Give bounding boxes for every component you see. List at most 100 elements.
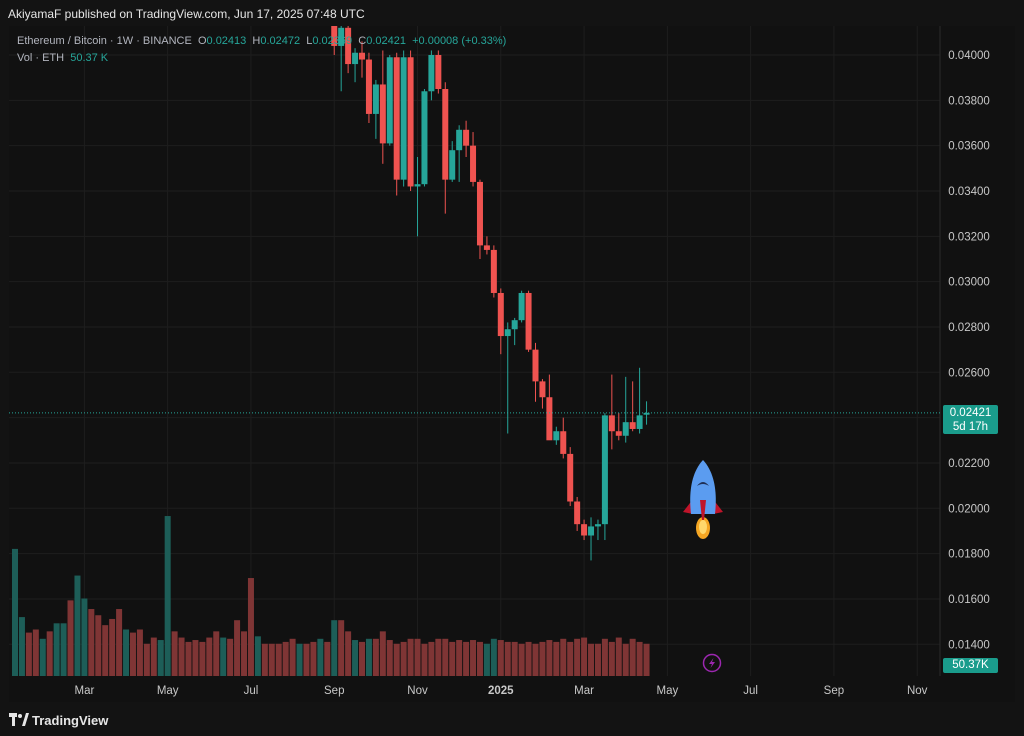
volume-bars	[12, 516, 650, 676]
candle[interactable]	[365, 52, 372, 123]
brand-name[interactable]: TradingView	[32, 713, 109, 728]
candle[interactable]	[643, 401, 650, 425]
candle[interactable]	[636, 367, 643, 434]
candle[interactable]	[428, 50, 435, 101]
volume-bar	[643, 643, 650, 676]
candle[interactable]	[497, 288, 504, 355]
candle[interactable]	[331, 26, 338, 55]
tradingview-logo-icon[interactable]	[9, 713, 29, 727]
volume-bar	[324, 641, 331, 676]
volume-bar	[81, 598, 88, 676]
candle[interactable]	[352, 48, 359, 83]
candle-body	[400, 57, 407, 180]
lightning-icon[interactable]	[702, 653, 722, 673]
volume-bar	[421, 643, 428, 676]
candle[interactable]	[511, 317, 518, 346]
candle[interactable]	[386, 55, 393, 146]
volume-bar	[178, 637, 185, 676]
candle[interactable]	[435, 50, 442, 94]
candle[interactable]	[622, 376, 629, 443]
legend-row-volume: Vol · ETH 50.37 K	[17, 51, 506, 66]
candle[interactable]	[518, 290, 525, 323]
candle[interactable]	[483, 236, 490, 255]
candle[interactable]	[449, 141, 456, 182]
candle-body	[560, 431, 567, 454]
volume-bar	[116, 609, 123, 676]
footer: TradingView	[0, 702, 1024, 736]
volume-bar	[18, 617, 25, 676]
candle-body	[615, 431, 622, 436]
candle[interactable]	[553, 426, 560, 445]
volume-bar	[60, 623, 67, 676]
volume-bar	[303, 643, 310, 676]
volume-bar	[504, 641, 511, 676]
last-price-value: 0.02421	[949, 407, 992, 419]
candle[interactable]	[615, 413, 622, 441]
candle[interactable]	[414, 156, 421, 237]
candle[interactable]	[490, 245, 497, 298]
low-label: L	[306, 35, 313, 47]
candle[interactable]	[345, 26, 352, 74]
candle[interactable]	[379, 50, 386, 164]
candle[interactable]	[525, 290, 532, 352]
candle-body	[490, 249, 497, 293]
volume-bar	[102, 625, 109, 676]
candle-body	[636, 415, 643, 429]
candle[interactable]	[532, 342, 539, 402]
volume-bar	[400, 641, 407, 676]
candle[interactable]	[504, 322, 511, 434]
symbol-label[interactable]: Ethereum / Bitcoin · 1W · BINANCE	[17, 35, 192, 47]
candle[interactable]	[539, 379, 546, 409]
candle[interactable]	[393, 52, 400, 196]
candle[interactable]	[359, 41, 365, 78]
candle-body	[643, 412, 650, 415]
candle[interactable]	[560, 417, 567, 459]
volume-bar	[379, 631, 386, 676]
volume-bar	[490, 638, 497, 676]
volume-bar	[581, 637, 588, 676]
candle[interactable]	[581, 519, 588, 541]
candle[interactable]	[456, 125, 463, 182]
candle[interactable]	[338, 26, 345, 92]
candle[interactable]	[442, 82, 449, 214]
candle[interactable]	[546, 374, 553, 441]
volume-bar	[234, 620, 241, 676]
volume-label[interactable]: Vol · ETH	[17, 52, 65, 64]
candle[interactable]	[476, 179, 483, 259]
volume-bar	[12, 548, 18, 676]
volume-bar	[88, 609, 95, 676]
candle-body	[470, 145, 477, 182]
volume-bar	[359, 641, 365, 676]
chart-frame[interactable]	[9, 26, 1015, 702]
close-label: C	[358, 35, 367, 47]
candle[interactable]	[407, 50, 414, 191]
candle[interactable]	[601, 413, 608, 541]
y-tick-label: 0.02800	[948, 322, 990, 334]
candle-body	[574, 501, 581, 525]
candle-body	[421, 91, 428, 185]
candle[interactable]	[629, 381, 636, 432]
candle[interactable]	[470, 132, 477, 187]
candle-body	[393, 57, 400, 180]
candle[interactable]	[574, 496, 581, 531]
y-tick-label: 0.02000	[948, 503, 990, 515]
candle[interactable]	[594, 519, 601, 541]
candle[interactable]	[588, 517, 595, 561]
candle-body	[359, 52, 365, 60]
candle[interactable]	[463, 120, 470, 157]
volume-bar	[470, 640, 477, 676]
volume-bar	[546, 640, 553, 676]
volume-tag: 50.37K	[943, 658, 998, 673]
volume-bar	[247, 578, 254, 676]
candle[interactable]	[400, 50, 407, 187]
candle-body	[532, 349, 539, 382]
volume-bar	[143, 643, 150, 676]
candle-body	[581, 524, 588, 536]
x-tick-label: Sep	[324, 685, 344, 697]
candle[interactable]	[567, 447, 574, 507]
candle[interactable]	[421, 88, 428, 187]
candle[interactable]	[608, 374, 615, 450]
volume-bar	[428, 641, 435, 676]
candle[interactable]	[372, 79, 379, 139]
